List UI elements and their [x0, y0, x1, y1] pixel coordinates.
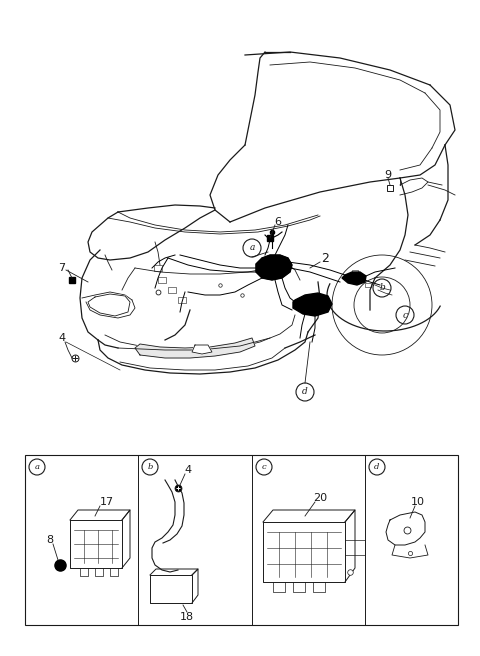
Text: 20: 20 [313, 493, 327, 503]
Polygon shape [256, 255, 292, 280]
Polygon shape [135, 338, 255, 358]
Text: d: d [374, 463, 380, 471]
Bar [25, 455, 458, 625]
Text: 8: 8 [47, 535, 54, 545]
Text: b: b [379, 283, 385, 293]
Bar [178, 297, 186, 303]
Bar [359, 276, 365, 280]
Bar [365, 283, 371, 287]
Text: 9: 9 [384, 170, 392, 180]
Text: 4: 4 [59, 333, 66, 343]
Text: 2: 2 [321, 251, 329, 264]
Text: a: a [249, 243, 255, 253]
Text: c: c [262, 463, 266, 471]
Polygon shape [88, 294, 130, 316]
Text: 4: 4 [184, 465, 192, 475]
Polygon shape [342, 272, 366, 285]
Text: a: a [35, 463, 39, 471]
Text: 7: 7 [59, 263, 66, 273]
Bar [168, 287, 176, 293]
Text: d: d [302, 388, 308, 396]
Text: 6: 6 [275, 217, 281, 227]
Bar [352, 270, 358, 274]
Polygon shape [293, 293, 332, 316]
Polygon shape [192, 345, 212, 354]
Text: c: c [403, 310, 408, 319]
Text: 10: 10 [411, 497, 425, 507]
Text: 17: 17 [100, 497, 114, 507]
Bar [158, 277, 166, 283]
Text: b: b [147, 463, 153, 471]
Text: 18: 18 [180, 612, 194, 622]
Bar [154, 265, 162, 271]
